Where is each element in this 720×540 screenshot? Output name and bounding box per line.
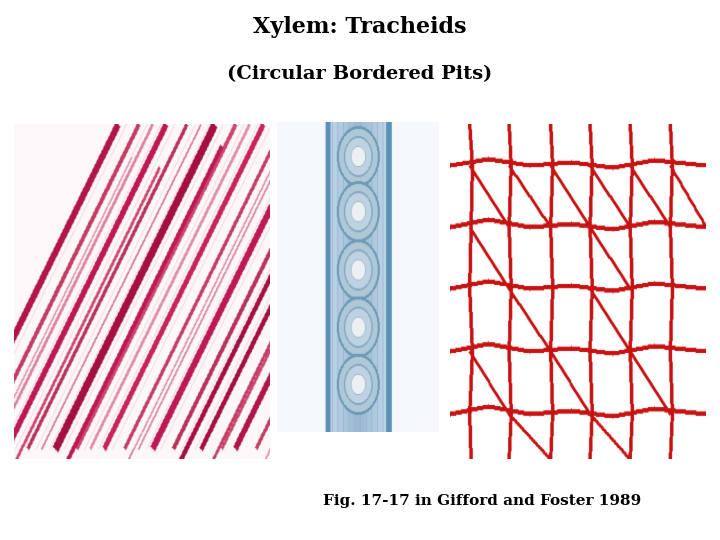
Text: Xylem: Tracheids: Xylem: Tracheids [253, 16, 467, 38]
Text: Fig. 17-17 in Gifford and Foster 1989: Fig. 17-17 in Gifford and Foster 1989 [323, 494, 642, 508]
Text: (Circular Bordered Pits): (Circular Bordered Pits) [228, 65, 492, 83]
